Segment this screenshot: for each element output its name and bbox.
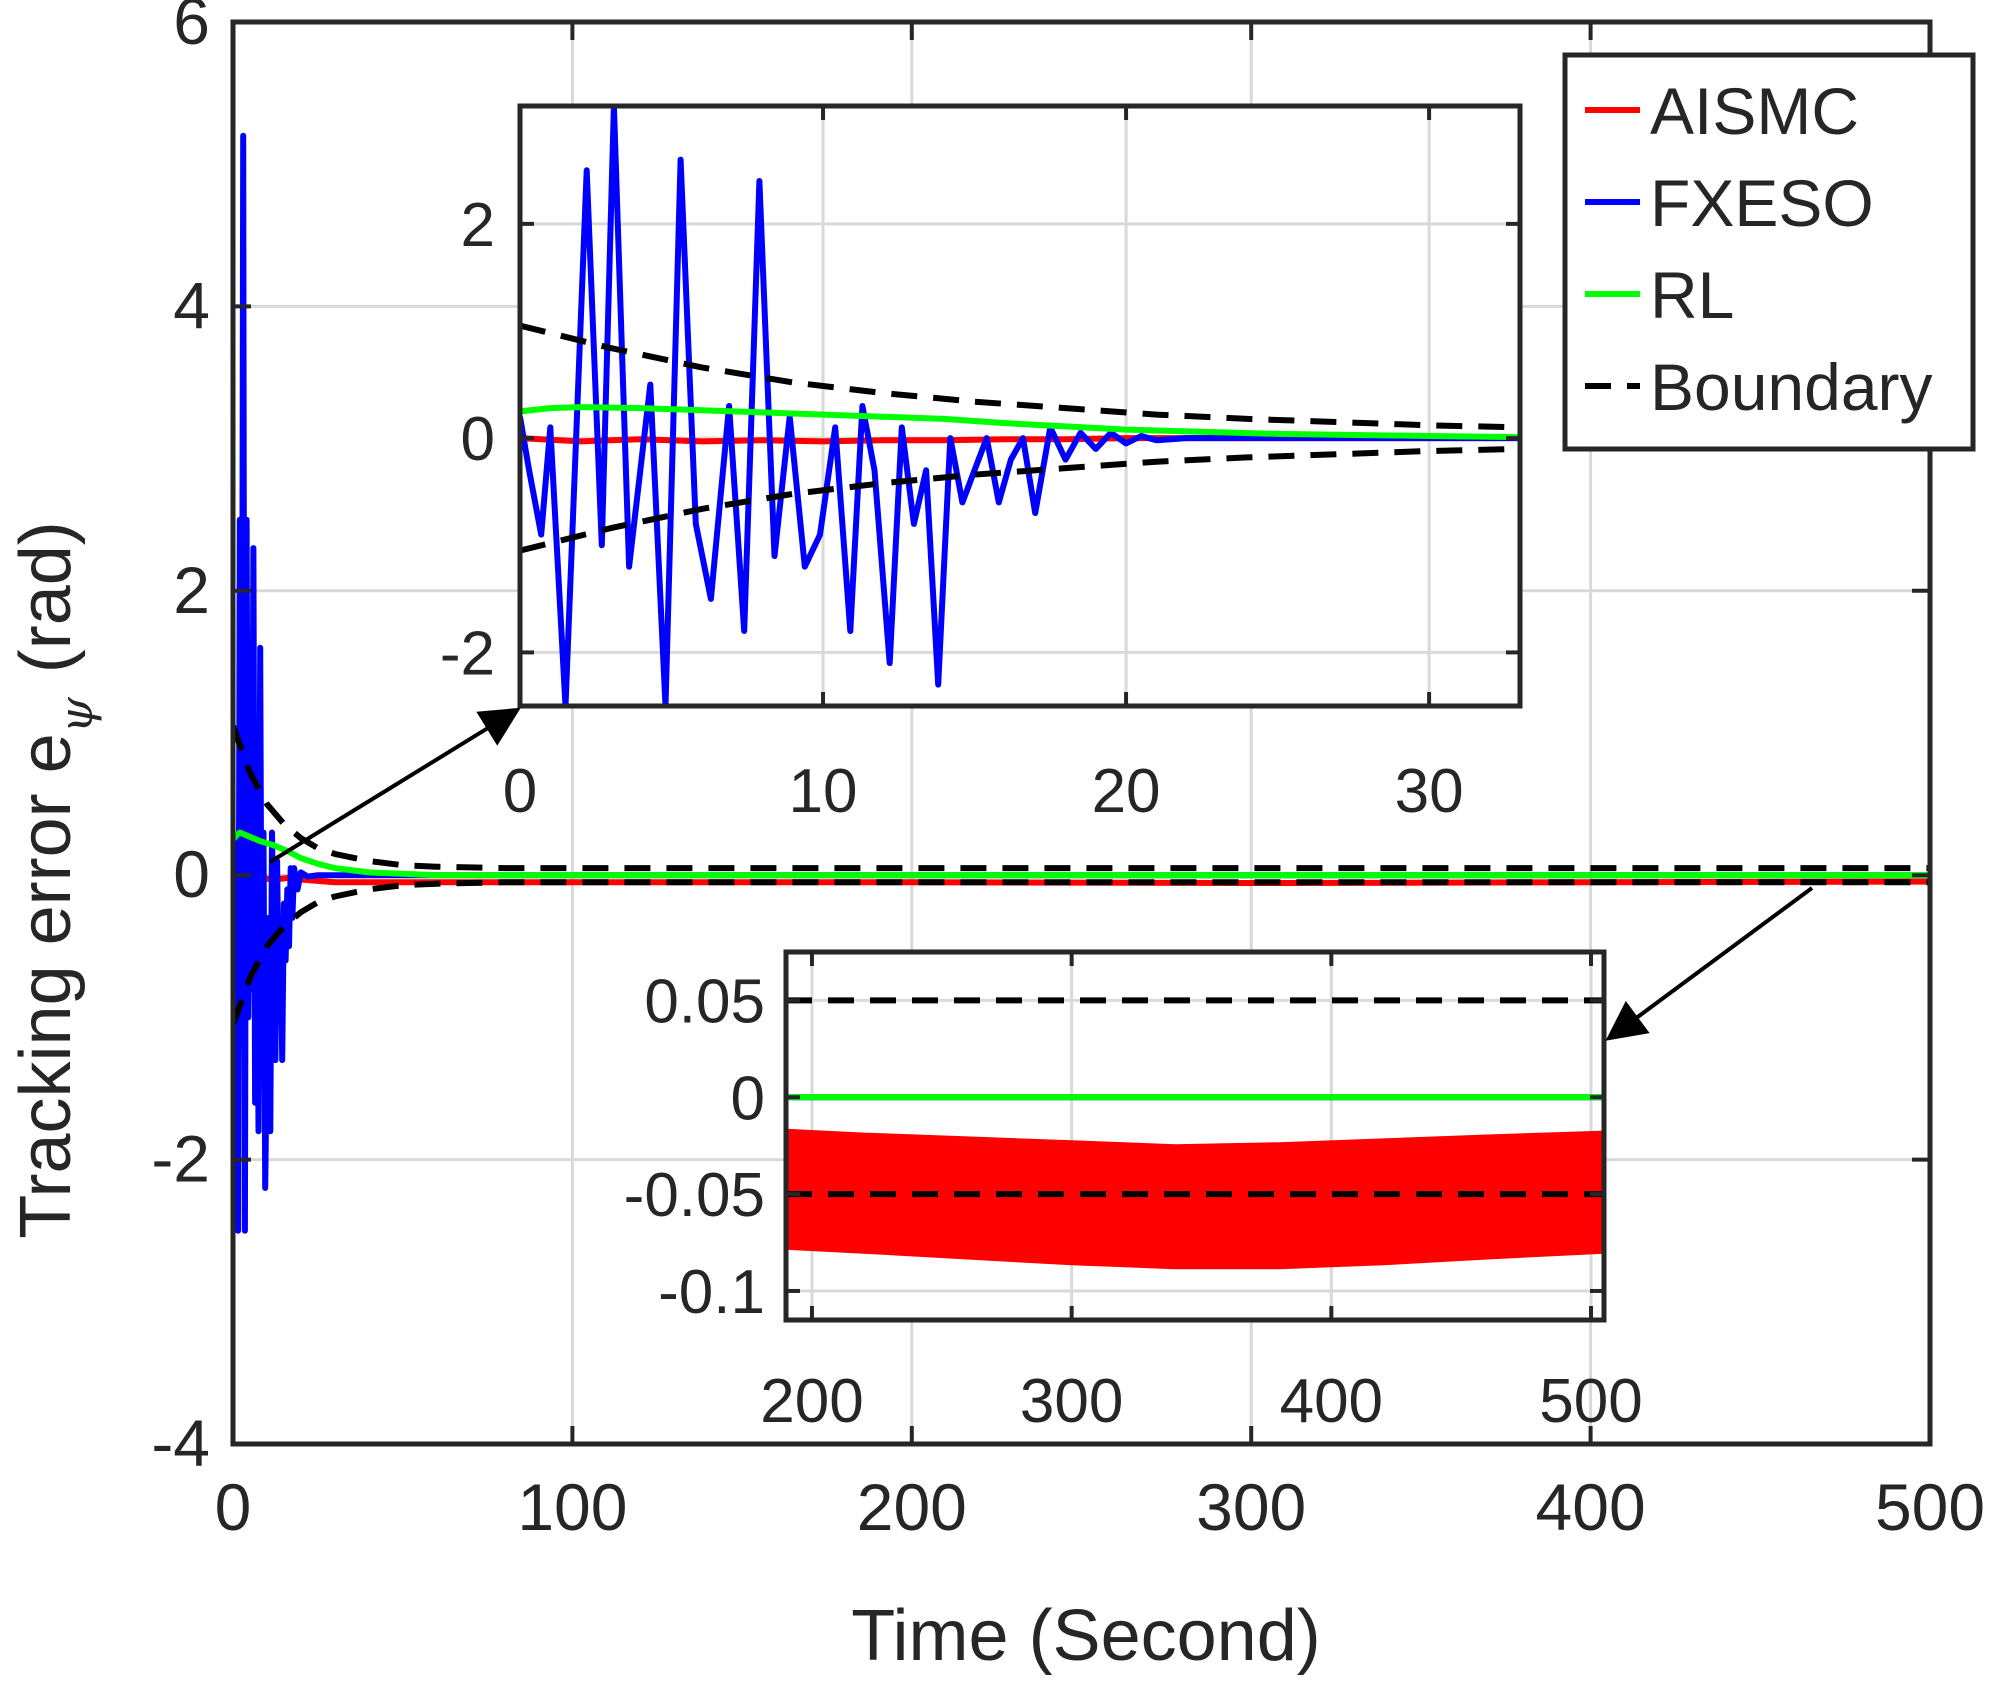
y-axis-title-subscript: ψ (49, 696, 103, 733)
y-axis-title-unit: (rad) (6, 521, 86, 673)
inset-top-xtick-label-2: 20 (1092, 757, 1161, 826)
x-axis-title: Time (Second) (851, 1596, 1320, 1676)
legend-box (1562, 52, 1976, 452)
inset-top-ytick-label-0: -2 (440, 619, 495, 688)
inset-bottom-xtick-label-3: 500 (1539, 1367, 1642, 1436)
main-ytick-label-2: 0 (173, 837, 210, 911)
inset-top-ytick-label-2: 2 (461, 191, 495, 260)
main-ytick-label-4: 4 (173, 268, 210, 342)
y-axis-title: Tracking error eψ (rad) (6, 521, 103, 1239)
inset-top-xtick-label-3: 30 (1395, 757, 1464, 826)
main-xtick-label-4: 400 (1536, 1470, 1646, 1544)
legend-label-boundary: Boundary (1650, 350, 1933, 424)
main-series-boundary-lower (233, 879, 1930, 1026)
axis-titles: Time (Second) Tracking error eψ (rad) (6, 521, 1321, 1676)
inset-top-xtick-label-1: 10 (789, 757, 858, 826)
y-axis-title-main: Tracking error e (6, 733, 86, 1238)
inset-top-frame (517, 103, 1523, 709)
main-ytick-label-0: -4 (151, 1406, 210, 1480)
inset-bottom-xtick-label-1: 300 (1020, 1367, 1123, 1436)
inset-bottom-series-aismc (786, 1128, 1604, 1270)
legend-label-fxeso: FXESO (1650, 166, 1874, 240)
main-series-rl (233, 829, 1930, 879)
main-series-boundary-upper (233, 724, 1930, 872)
inset-top-series-group (520, 106, 1520, 706)
inset-top-series-fxeso (520, 106, 1520, 706)
main-ytick-label-1: -2 (151, 1122, 210, 1196)
inset-top-axes: 0 10 20 30-202 (440, 103, 1523, 826)
main-xtick-label-5: 500 (1875, 1470, 1985, 1544)
inset-bottom-series-group (786, 997, 1604, 1270)
main-ytick-label-5: 6 (173, 0, 210, 58)
inset-bottom-frame (783, 949, 1607, 1323)
main-xtick-label-1: 100 (517, 1470, 627, 1544)
legend-label-rl: RL (1650, 258, 1734, 332)
inset-bottom-ytick-label-1: -0.05 (624, 1161, 765, 1230)
inset-bottom-ytick-label-2: 0 (731, 1064, 765, 1133)
inset-bottom-xtick-label-2: 400 (1280, 1367, 1383, 1436)
main-xtick-label-3: 300 (1196, 1470, 1306, 1544)
inset-bottom-xtick-label-0: 200 (760, 1367, 863, 1436)
inset-bottom-ytick-label-3: 0.05 (644, 967, 765, 1036)
inset-top-xtick-label-0: 0 (503, 757, 537, 826)
inset-top-ytick-label-1: 0 (461, 405, 495, 474)
legend-label-aismc: AISMC (1650, 74, 1859, 148)
main-xtick-label-0: 0 (215, 1470, 252, 1544)
main-xtick-label-2: 200 (857, 1470, 967, 1544)
inset-top-series-boundary-upper (520, 322, 1520, 431)
inset-bottom-axes: 200 300 400 500 -0.1 -0.05 0 0.05 (624, 949, 1643, 1436)
legend: AISMC FXESO RL Boundary (1562, 52, 1976, 452)
main-ytick-label-3: 2 (173, 553, 210, 627)
zoom-arrows (268, 707, 1814, 1041)
inset-bottom-ytick-label-0: -0.1 (658, 1258, 765, 1327)
main-series-group (233, 132, 1930, 1234)
main-frame (230, 19, 1933, 1447)
inset-top-series-rl (520, 404, 1520, 441)
zoom-arrow-early (268, 707, 521, 864)
main-series-fxeso (233, 132, 1930, 1234)
inset-top-series-boundary-lower (520, 445, 1520, 554)
zoom-arrow-steady (1605, 886, 1814, 1041)
